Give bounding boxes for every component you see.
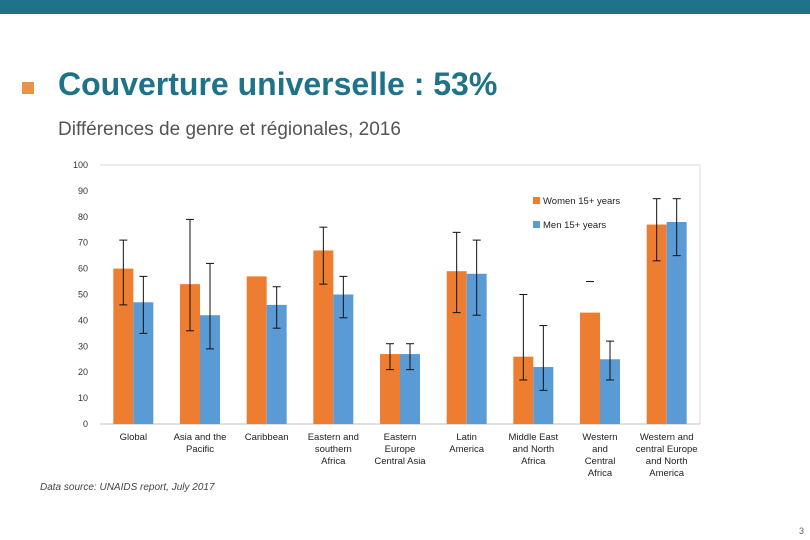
bar-men (466, 273, 487, 424)
y-tick-label: 30 (78, 341, 88, 351)
x-axis-labels: Global Asia and the Pacific Caribbean Easter… (120, 432, 698, 479)
bar-women (313, 250, 334, 424)
bar-men (533, 367, 554, 424)
y-tick-label: 60 (78, 264, 88, 274)
x-tick-label: Global (120, 432, 147, 443)
bar-men (133, 302, 154, 424)
x-tick-label: Caribbean (245, 432, 289, 443)
bar-men (266, 304, 287, 424)
y-tick-label: 90 (78, 186, 88, 196)
x-tick-label: Latin America (449, 432, 485, 455)
x-tick-label: Eastern Europe Central Asia (374, 432, 426, 467)
header-bar (0, 0, 810, 14)
coverage-bar-chart: 0 10 20 30 40 50 60 70 80 90 100 Global Asia and th… (73, 160, 701, 479)
y-tick-label: 80 (78, 212, 88, 222)
x-tick-label: Middle East and North Africa (509, 432, 559, 467)
x-tick-label: Eastern and southern Africa (308, 432, 359, 467)
bar-men (600, 359, 620, 424)
bar-women (580, 312, 600, 424)
legend-label-men: Men 15+ years (543, 220, 606, 231)
bar-women (446, 271, 467, 424)
title-bullet (22, 82, 34, 94)
bar-women (180, 284, 200, 424)
bar-women (646, 224, 667, 424)
legend: Women 15+ years Men 15+ years (533, 196, 620, 231)
bar-women (513, 356, 534, 424)
y-tick-label: 50 (78, 290, 88, 300)
legend-label-women: Women 15+ years (543, 196, 620, 207)
legend-swatch-men (533, 221, 540, 228)
y-tick-label: 0 (83, 419, 88, 429)
y-tick-label: 20 (78, 367, 88, 377)
y-tick-label: 70 (78, 238, 88, 248)
bar-men (200, 315, 220, 424)
bar-women (380, 354, 400, 424)
bar-men (333, 294, 354, 424)
slide-title: Couverture universelle : 53% (58, 66, 498, 102)
bars (113, 221, 687, 424)
y-tick-label: 10 (78, 393, 88, 403)
bar-men (666, 221, 687, 424)
x-tick-label: Western and central Europe and North Americ… (636, 432, 698, 479)
error-bars (119, 198, 681, 391)
page-number: 3 (798, 526, 804, 536)
y-tick-label: 40 (78, 315, 88, 325)
data-source-note: Data source: UNAIDS report, July 2017 (40, 482, 215, 493)
bar-women (246, 276, 267, 424)
bar-women (113, 268, 134, 424)
legend-swatch-women (533, 197, 540, 204)
slide-subtitle: Différences de genre et régionales, 2016 (58, 119, 401, 140)
bar-men (400, 354, 420, 424)
y-tick-label: 100 (73, 160, 88, 170)
x-tick-label: Western and Central Africa (582, 432, 617, 479)
x-tick-label: Asia and the Pacific (174, 432, 227, 455)
